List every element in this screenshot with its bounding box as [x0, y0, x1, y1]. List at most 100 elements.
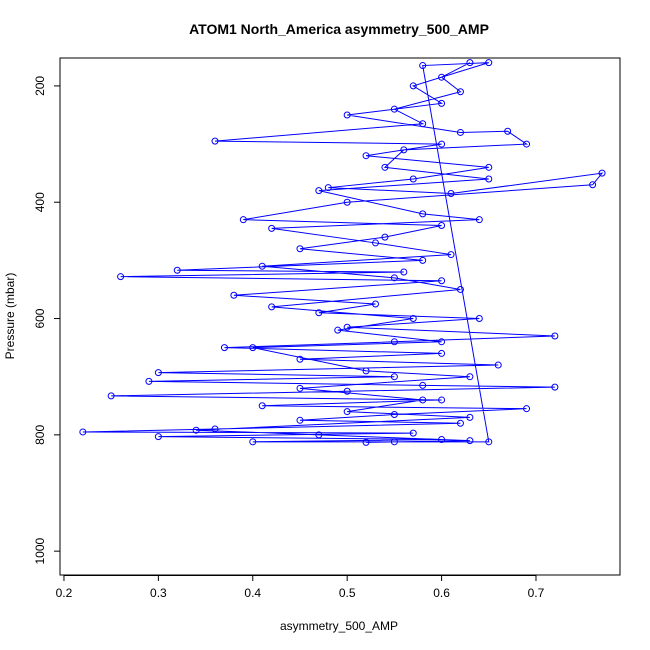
- point: [419, 381, 427, 389]
- point: [523, 405, 531, 413]
- x-tick-label: 0.6: [433, 586, 450, 600]
- point: [154, 433, 162, 441]
- point: [523, 140, 531, 148]
- point: [343, 387, 351, 395]
- point: [475, 315, 483, 323]
- point: [296, 384, 304, 392]
- point: [447, 251, 455, 259]
- y-tick-label: 1000: [33, 537, 47, 564]
- point: [551, 332, 559, 340]
- point: [475, 216, 483, 224]
- y-tick-label: 200: [33, 76, 47, 96]
- point: [485, 175, 493, 183]
- point: [258, 262, 266, 270]
- point: [173, 266, 181, 274]
- point: [343, 111, 351, 119]
- point: [447, 190, 455, 198]
- point: [485, 59, 493, 67]
- point: [381, 163, 389, 171]
- point: [145, 377, 153, 385]
- point: [117, 273, 125, 281]
- point: [419, 120, 427, 128]
- point: [504, 127, 512, 135]
- chart-title: ATOM1 North_America asymmetry_500_AMP: [189, 21, 489, 37]
- point: [598, 169, 606, 177]
- point: [296, 355, 304, 363]
- point: [390, 438, 398, 446]
- point: [154, 369, 162, 377]
- point: [268, 303, 276, 311]
- y-axis-label: Pressure (mbar): [3, 273, 17, 360]
- point: [419, 62, 427, 70]
- point: [485, 163, 493, 171]
- x-tick-label: 0.3: [150, 586, 167, 600]
- point: [258, 402, 266, 410]
- point: [466, 373, 474, 381]
- point: [79, 428, 87, 436]
- point: [400, 268, 408, 276]
- x-tick-label: 0.5: [339, 586, 356, 600]
- point: [466, 59, 474, 67]
- point: [362, 367, 370, 375]
- x-tick-label: 0.2: [56, 586, 73, 600]
- point: [485, 438, 493, 446]
- point: [409, 175, 417, 183]
- point: [343, 408, 351, 416]
- point: [419, 210, 427, 218]
- point: [390, 105, 398, 113]
- point: [343, 198, 351, 206]
- x-tick-label: 0.4: [244, 586, 261, 600]
- point: [371, 239, 379, 247]
- point: [438, 396, 446, 404]
- y-tick-label: 600: [33, 308, 47, 328]
- point: [409, 82, 417, 90]
- point: [381, 233, 389, 241]
- point: [334, 326, 342, 334]
- point: [456, 128, 464, 136]
- series-line: [82, 62, 604, 443]
- point: [390, 338, 398, 346]
- point: [466, 413, 474, 421]
- x-tick-label: 0.7: [528, 586, 545, 600]
- point: [390, 410, 398, 418]
- point: [456, 285, 464, 293]
- point: [438, 140, 446, 148]
- point: [419, 396, 427, 404]
- point: [438, 99, 446, 107]
- point: [239, 216, 247, 224]
- point: [438, 221, 446, 229]
- point: [551, 383, 559, 391]
- point: [390, 373, 398, 381]
- point: [296, 416, 304, 424]
- point: [390, 274, 398, 282]
- point: [324, 184, 332, 192]
- point: [419, 256, 427, 264]
- point: [315, 309, 323, 317]
- point: [315, 431, 323, 439]
- point: [249, 344, 257, 352]
- point: [362, 152, 370, 160]
- point: [456, 88, 464, 96]
- point: [438, 349, 446, 357]
- point: [438, 73, 446, 81]
- point: [211, 425, 219, 433]
- point: [192, 426, 200, 434]
- y-tick-label: 400: [33, 192, 47, 212]
- point: [371, 300, 379, 308]
- point: [438, 435, 446, 443]
- point: [268, 224, 276, 232]
- point: [409, 315, 417, 323]
- point: [230, 291, 238, 299]
- point: [220, 344, 228, 352]
- point: [589, 181, 597, 189]
- point: [362, 438, 370, 446]
- point: [249, 438, 257, 446]
- point: [315, 187, 323, 195]
- point: [456, 419, 464, 427]
- point: [400, 146, 408, 154]
- point: [107, 392, 115, 400]
- y-tick-label: 800: [33, 425, 47, 445]
- point: [296, 245, 304, 253]
